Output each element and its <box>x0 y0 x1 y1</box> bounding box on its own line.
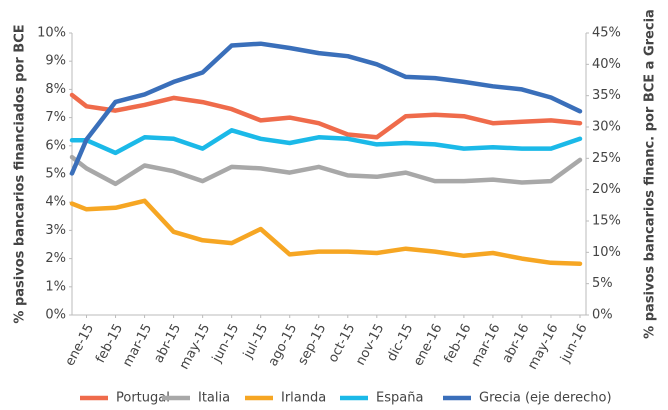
y-tick-label: 9% <box>45 54 66 69</box>
y2-tick-label: 20% <box>592 182 621 197</box>
line-series <box>69 198 583 266</box>
y-tick-label: 0% <box>45 308 66 323</box>
legend-label: Irlanda <box>281 391 326 406</box>
y-tick-label: 7% <box>45 110 66 125</box>
y-tick-label: 10% <box>37 26 66 41</box>
line-series <box>69 128 583 156</box>
x-tick-label: jun-15 <box>209 321 242 365</box>
y2-tick-label: 35% <box>592 88 621 103</box>
y-tick-label: 2% <box>45 251 66 266</box>
y2-axis-title: % pasivos bancarios financ. por BCE a Gr… <box>643 9 658 339</box>
y-tick-label: 5% <box>45 167 66 182</box>
y-axis-title: % pasivos bancarios financiados por BCE <box>13 24 28 323</box>
legend-label: España <box>376 391 423 406</box>
y2-tick-label: 30% <box>592 120 621 135</box>
x-tick-label: jun-16 <box>558 321 591 365</box>
y2-tick-label: 0% <box>592 308 613 323</box>
y2-tick-label: 10% <box>592 245 621 260</box>
x-tick-label: ene-15 <box>63 321 98 368</box>
legend-label: Italia <box>198 391 230 406</box>
y-tick-label: 3% <box>45 223 66 238</box>
legend-label: Portugal <box>116 391 170 406</box>
line-series <box>69 41 583 176</box>
y-tick-label: 1% <box>45 279 66 294</box>
line-series <box>69 92 583 140</box>
line-series <box>69 154 583 187</box>
y2-tick-label: 40% <box>592 57 621 72</box>
legend-label: Grecia (eje derecho) <box>479 391 612 406</box>
y-tick-label: 4% <box>45 195 66 210</box>
x-tick-label: nov-15 <box>353 321 387 368</box>
y2-tick-label: 25% <box>592 151 621 166</box>
y2-tick-label: 45% <box>592 26 621 41</box>
y-tick-label: 8% <box>45 82 66 97</box>
y2-tick-label: 5% <box>592 276 613 291</box>
x-tick-label: dic-15 <box>384 321 416 364</box>
x-tick-label: jul-15 <box>240 321 271 361</box>
y2-tick-label: 15% <box>592 214 621 229</box>
x-tick-label: sep-15 <box>295 321 329 367</box>
y-tick-label: 6% <box>45 138 66 153</box>
